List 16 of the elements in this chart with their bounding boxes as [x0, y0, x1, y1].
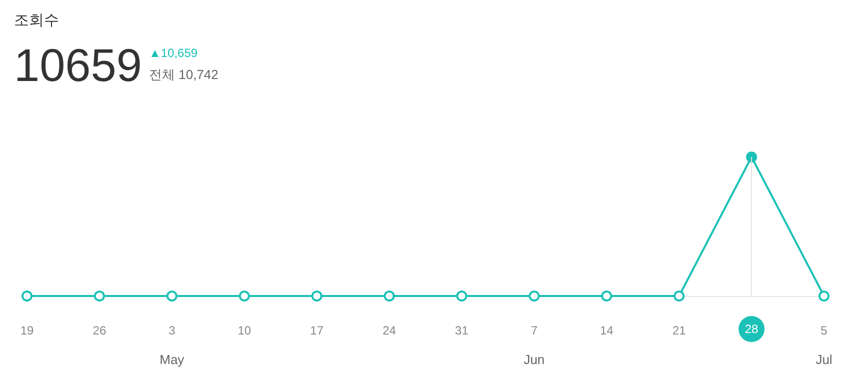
category-label: 7 Jun [524, 324, 545, 367]
x-tick-label: 24 [382, 324, 396, 338]
chart-title: 조회수 [14, 12, 59, 29]
x-tick-label: 19 [20, 324, 34, 338]
x-tick-label: 31 [455, 324, 469, 338]
text: ▲10,659 [149, 46, 198, 60]
x-tick-label: 17 [310, 324, 324, 338]
x-tick-label: 10 [238, 324, 252, 338]
text: 10659 [14, 39, 142, 91]
x-tick-label: 26 [92, 324, 106, 338]
text: 전체 10,742 [149, 67, 218, 82]
category-label: 5 Jul [816, 324, 832, 367]
x-tick-label: 21 [672, 324, 686, 338]
category-label: 3 May [160, 324, 184, 367]
x-tick-label: 28 [744, 322, 759, 336]
x-tick-label: 14 [600, 324, 614, 338]
